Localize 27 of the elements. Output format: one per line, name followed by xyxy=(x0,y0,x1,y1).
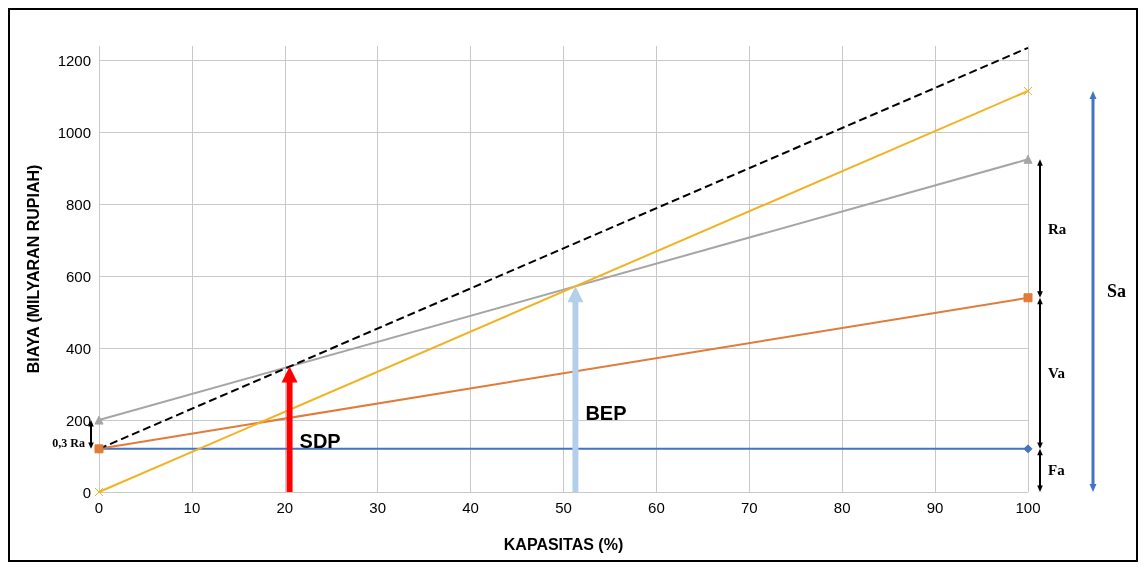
y-tick-label: 600 xyxy=(65,267,91,285)
x-axis-title: KAPASITAS (%) xyxy=(503,535,624,553)
y-axis-title: BIAYA (MILYARAN RUPIAH) xyxy=(24,164,42,374)
y-tick-label: 800 xyxy=(65,195,91,213)
x-tick-label: 80 xyxy=(833,499,851,516)
text: Fa xyxy=(1048,462,1066,479)
y-tick-label: 0 xyxy=(82,483,91,501)
text: Sa xyxy=(1107,281,1127,302)
x-tick-label: 90 xyxy=(926,499,944,516)
annotation: BEP xyxy=(585,402,627,425)
x-tick-label: 30 xyxy=(369,499,387,516)
y-tick-label: 1200 xyxy=(57,51,91,69)
x-tick-label: 100 xyxy=(1015,499,1041,516)
y-tick-label: 200 xyxy=(65,411,91,429)
x-tick-label: 40 xyxy=(462,499,479,516)
x-tick-label: 60 xyxy=(648,499,665,516)
x-tick-label: 50 xyxy=(555,499,572,516)
y-tick-label: 400 xyxy=(65,339,91,357)
x-tick-label: 0 xyxy=(94,499,104,516)
x-tick-label: 10 xyxy=(183,499,201,516)
text: Ra xyxy=(1048,220,1067,237)
annotation: SDP xyxy=(299,430,341,453)
text: Va xyxy=(1048,365,1066,382)
text: 0,3 Ra xyxy=(52,435,85,450)
x-tick-label: 20 xyxy=(276,499,294,516)
y-tick-label: 1000 xyxy=(57,123,91,141)
x-tick-label: 70 xyxy=(740,499,758,516)
